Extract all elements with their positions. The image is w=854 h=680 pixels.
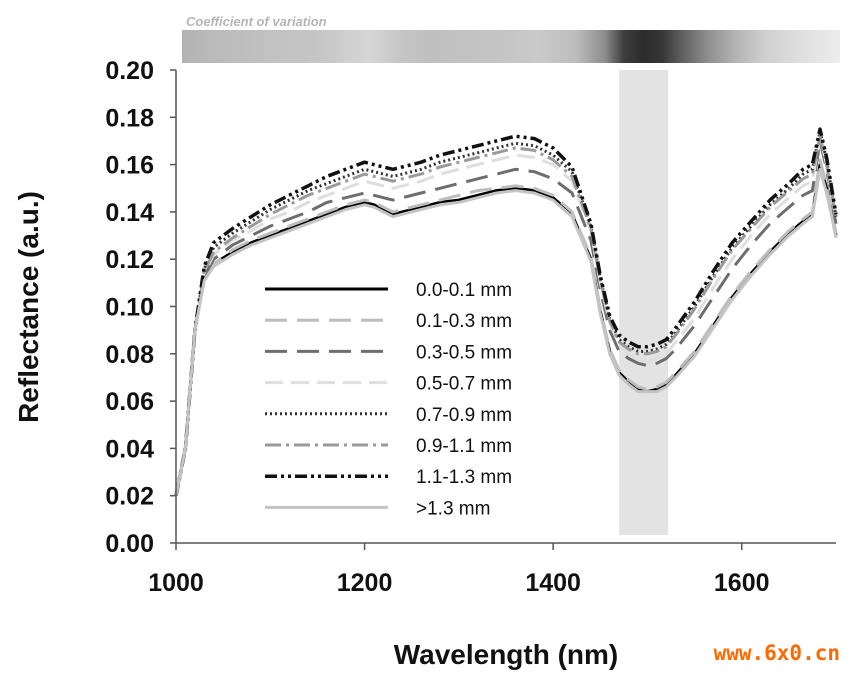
y-tick-label: 0.08: [105, 341, 154, 369]
x-tick-label: 1000: [148, 569, 204, 597]
series-line-8: [174, 167, 838, 496]
y-tick-label: 0.10: [105, 294, 154, 322]
y-tick-label: 0.06: [105, 388, 154, 416]
cv-bar-title: Coefficient of variation: [186, 14, 327, 29]
x-tick-label: 1200: [337, 569, 393, 597]
cv-bar: Coefficient of variation: [182, 14, 840, 63]
series-line-1: [174, 163, 838, 496]
x-tick-label: 1600: [714, 569, 770, 597]
highlight-band: [619, 70, 669, 535]
legend-label-8: >1.3 mm: [416, 498, 490, 519]
tick-labels: 0.00 0.02 0.04 0.06 0.08 0.10 0.12 0.14 0.16 0.18…: [105, 57, 769, 597]
series-line-6: [174, 134, 838, 496]
y-tick-label: 0.04: [105, 435, 154, 463]
y-tick-label: 0.00: [105, 530, 154, 558]
y-tick-label: 0.02: [105, 483, 154, 511]
legend-label-5: 0.7-0.9 mm: [416, 405, 512, 426]
legend-label-4: 0.5-0.7 mm: [416, 374, 512, 395]
y-tick-label: 0.18: [105, 104, 154, 132]
legend-label-3: 0.3-0.5 mm: [416, 342, 512, 363]
watermark-text: www.6x0.cn: [714, 641, 840, 665]
series-line-2: [174, 158, 838, 496]
y-tick-label: 0.14: [105, 199, 154, 227]
legend-label-1: 0.0-0.1 mm: [416, 280, 512, 301]
series-lines: [174, 127, 838, 497]
x-axis-title: Wavelength (nm): [394, 639, 619, 670]
legend-label-7: 1.1-1.3 mm: [416, 467, 512, 488]
cv-gradient-bar: [182, 30, 840, 63]
series-line-3: [174, 139, 838, 496]
legend-label-6: 0.9-1.1 mm: [416, 436, 512, 457]
series-line-4: [174, 134, 838, 496]
y-tick-label: 0.12: [105, 246, 154, 274]
series-line-7: [174, 127, 838, 497]
y-tick-label: 0.20: [105, 57, 154, 85]
legend-label-2: 0.1-0.3 mm: [416, 311, 512, 332]
x-tick-label: 1400: [525, 569, 581, 597]
y-tick-label: 0.16: [105, 152, 154, 180]
legend: 0.0-0.1 mm 0.1-0.3 mm 0.3-0.5 mm 0.5-0.7 mm…: [265, 280, 512, 519]
y-axis-title: Reflectance (a.u.): [13, 191, 44, 423]
